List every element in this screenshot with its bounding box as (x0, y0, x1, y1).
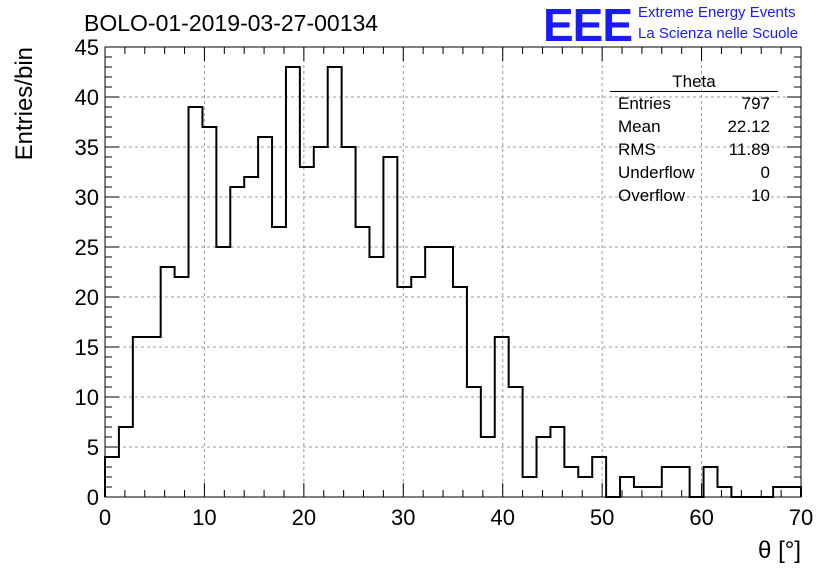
y-tick-label: 10 (75, 385, 99, 410)
histogram-bin (397, 287, 411, 497)
histogram-bin (216, 247, 230, 497)
stats-label: Overflow (618, 186, 686, 205)
histogram-bin (161, 267, 175, 497)
stats-row-entries: Entries 797 (610, 92, 778, 115)
chart-title: BOLO-01-2019-03-27-00134 (84, 10, 379, 36)
stats-box: Theta Entries 797 Mean 22.12 RMS 11.89 U… (610, 72, 778, 207)
histogram-bin (328, 67, 342, 497)
y-tick-label: 40 (75, 85, 99, 110)
histogram-bin (676, 467, 690, 497)
stats-label: Entries (618, 94, 671, 113)
histogram-bin (550, 427, 564, 497)
x-tick-label: 60 (689, 505, 713, 530)
histogram-bin (133, 337, 147, 497)
y-tick-label: 15 (75, 335, 99, 360)
y-tick-label: 0 (87, 485, 99, 510)
histogram-bin (425, 247, 439, 497)
stats-value: 0 (760, 163, 770, 182)
y-tick-label: 45 (75, 35, 99, 60)
stats-title: Theta (610, 72, 778, 92)
stats-row-rms: RMS 11.89 (610, 138, 778, 161)
histogram-bin (342, 147, 356, 497)
histogram-bin (300, 167, 314, 497)
y-tick-label: 25 (75, 235, 99, 260)
histogram-bin (356, 227, 370, 497)
x-tick-label: 0 (99, 505, 111, 530)
stats-row-mean: Mean 22.12 (610, 115, 778, 138)
stats-label: Mean (618, 117, 661, 136)
stats-row-overflow: Overflow 10 (610, 184, 778, 207)
logo-line-1: Extreme Energy Events (638, 4, 796, 21)
histogram-bin (383, 157, 397, 497)
stats-row-underflow: Underflow 0 (610, 161, 778, 184)
x-tick-label: 40 (490, 505, 514, 530)
y-tick-label: 20 (75, 285, 99, 310)
histogram-bin (258, 137, 272, 497)
histogram-bin (175, 277, 189, 497)
histogram-bin (286, 67, 300, 497)
histogram-outline (104, 66, 802, 498)
stats-label: RMS (618, 140, 656, 159)
logo-line-2: La Scienza nelle Scuole (638, 25, 799, 42)
histogram-bin (717, 487, 731, 497)
stats-value: 10 (751, 186, 770, 205)
histogram-bin (369, 257, 383, 497)
histogram-bin (592, 457, 606, 497)
histogram-bin (439, 247, 453, 497)
x-tick-label: 20 (292, 505, 316, 530)
histogram-bin (202, 127, 216, 497)
plot-frame (104, 46, 802, 498)
histogram-bin (787, 487, 801, 497)
histogram-bin (119, 427, 133, 497)
stats-value: 11.89 (728, 140, 770, 159)
y-tick-label: 5 (87, 435, 99, 460)
histogram-bin (620, 477, 634, 497)
histogram-bin (564, 467, 578, 497)
eee-logo: EEE (543, 0, 633, 51)
y-tick-label: 30 (75, 185, 99, 210)
histogram-bin (411, 277, 425, 497)
histogram-bin (189, 107, 203, 497)
histogram-bin (244, 177, 258, 497)
x-tick-label: 70 (789, 505, 813, 530)
histogram-bin (105, 457, 119, 497)
histogram-bin (634, 487, 648, 497)
y-tick-label: 35 (75, 135, 99, 160)
x-axis-label: θ [°] (758, 537, 801, 564)
histogram-bin (467, 387, 481, 497)
histogram-bin (704, 467, 718, 497)
histogram-bin (230, 187, 244, 497)
histogram-bin (147, 337, 161, 497)
histogram-bin (509, 387, 523, 497)
histogram-bin (495, 337, 509, 497)
histogram-bin (314, 147, 328, 497)
histogram-bin (523, 477, 537, 497)
histogram-bin (272, 227, 286, 497)
stats-label: Underflow (618, 163, 695, 182)
histogram-bin (453, 287, 467, 497)
histogram-bin (773, 487, 787, 497)
histogram-bin (662, 467, 676, 497)
x-tick-label: 30 (391, 505, 415, 530)
histogram-bin (537, 437, 551, 497)
x-tick-label: 10 (192, 505, 216, 530)
stats-value: 22.12 (727, 117, 770, 136)
stats-value: 797 (741, 94, 770, 113)
y-axis-label: Entries/bin (11, 47, 38, 160)
histogram-bin (481, 437, 495, 497)
histogram-bin (648, 487, 662, 497)
x-tick-label: 50 (590, 505, 614, 530)
histogram-bin (578, 477, 592, 497)
